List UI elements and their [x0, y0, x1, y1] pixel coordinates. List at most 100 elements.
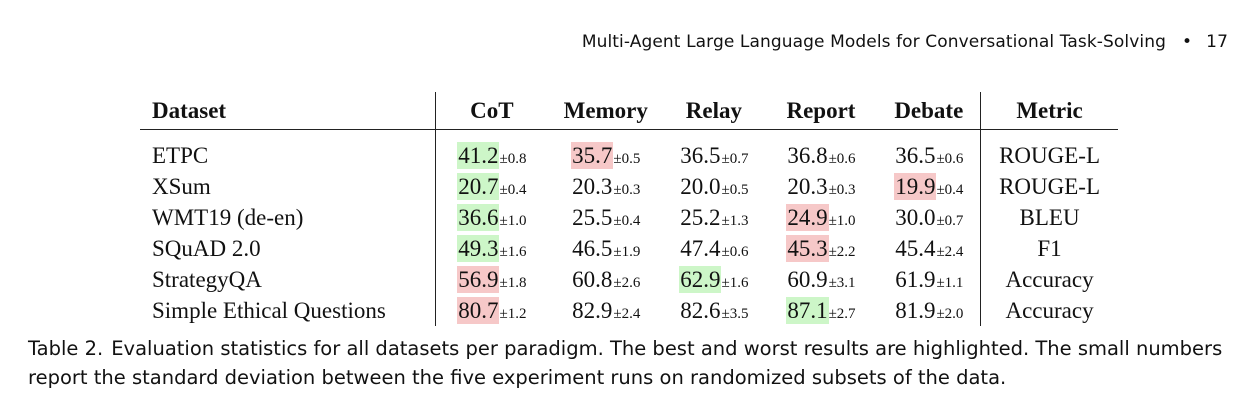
metric-cell: F1: [1037, 235, 1062, 261]
caption-text: Evaluation statistics for all datasets p…: [28, 337, 1223, 389]
metric-cell: Accuracy: [1005, 297, 1094, 323]
result-value: 45.4: [895, 236, 936, 261]
result-cell: 60.8±2.6: [548, 264, 663, 295]
result-cell: 45.4±2.4: [877, 233, 982, 264]
column-header-cot: CoT: [435, 92, 549, 130]
result-cell: 25.2±1.3: [663, 202, 764, 233]
metric-cell: BLEU: [1019, 204, 1080, 230]
std-deviation: ±1.0: [828, 213, 856, 229]
page-number: 17: [1206, 32, 1228, 52]
std-deviation: ±0.6: [936, 151, 964, 167]
result-cell: 82.6±3.5: [663, 295, 764, 326]
result-cell: 49.3±1.6: [435, 233, 548, 264]
table-header-row: Dataset CoT Memory Relay Report Debate M…: [140, 92, 1118, 130]
result-cell: 45.3±2.2: [764, 233, 877, 264]
result-value: 60.8: [572, 267, 613, 292]
std-deviation: ±1.1: [936, 275, 964, 291]
std-deviation: ±0.5: [721, 182, 749, 198]
header-bullet: •: [1182, 32, 1193, 52]
metric-cell: ROUGE-L: [999, 173, 1100, 199]
result-cell: 25.5±0.4: [548, 202, 663, 233]
std-deviation: ±1.6: [721, 275, 749, 291]
result-cell: 20.7±0.4: [435, 171, 548, 202]
result-cell: 36.8±0.6: [764, 130, 877, 172]
running-title: Multi-Agent Large Language Models for Co…: [581, 32, 1167, 52]
column-header-relay: Relay: [663, 92, 765, 130]
result-value: 36.5: [895, 143, 936, 168]
worst-result-value: 80.7: [457, 297, 500, 324]
result-cell: 20.3±0.3: [548, 171, 663, 202]
result-value: 47.4: [680, 236, 721, 261]
result-cell: 46.5±1.9: [548, 233, 663, 264]
best-result-value: 49.3: [457, 235, 500, 262]
caption-label: Table 2.: [28, 337, 104, 360]
running-header: Multi-Agent Large Language Models for Co…: [582, 32, 1228, 52]
std-deviation: ±0.8: [499, 151, 527, 167]
std-deviation: ±3.5: [721, 306, 749, 322]
std-deviation: ±0.6: [828, 151, 856, 167]
column-header-memory: Memory: [548, 92, 664, 130]
std-deviation: ±0.7: [721, 151, 749, 167]
result-value: 36.5: [680, 143, 721, 168]
result-cell: 24.9±1.0: [764, 202, 877, 233]
dataset-name-cell: ETPC: [140, 129, 436, 171]
result-cell: 19.9±0.4: [877, 171, 982, 202]
std-deviation: ±0.4: [936, 182, 964, 198]
std-deviation: ±1.8: [499, 275, 527, 291]
result-cell: 87.1±2.7: [764, 295, 877, 326]
result-cell: 47.4±0.6: [663, 233, 764, 264]
std-deviation: ±0.7: [936, 213, 964, 229]
result-cell: 56.9±1.8: [435, 264, 548, 295]
best-result-value: 62.9: [679, 266, 722, 293]
result-cell: 82.9±2.4: [548, 295, 663, 326]
result-value: 81.9: [895, 298, 936, 323]
metric-cell: ROUGE-L: [999, 142, 1100, 168]
std-deviation: ±2.0: [936, 306, 964, 322]
result-cell: 60.9±3.1: [764, 264, 877, 295]
result-value: 30.0: [895, 205, 936, 230]
metric-cell: Accuracy: [1005, 266, 1094, 292]
result-cell: 20.3±0.3: [764, 171, 877, 202]
std-deviation: ±2.4: [936, 244, 964, 260]
result-cell: 61.9±1.1: [877, 264, 982, 295]
table-row: WMT19 (de-en) 36.6±1.0 25.5±0.4 25.2±1.3 24.…: [140, 202, 1118, 233]
result-cell: 20.0±0.5: [663, 171, 764, 202]
std-deviation: ±2.6: [613, 275, 641, 291]
best-result-value: 36.6: [457, 204, 500, 231]
dataset-name-cell: XSum: [140, 171, 436, 202]
table-row: StrategyQA 56.9±1.8 60.8±2.6 62.9±1.6 60.9±3…: [140, 264, 1118, 295]
result-cell: 81.9±2.0: [877, 295, 982, 326]
table-body: ETPC 41.2±0.8 35.7±0.5 36.5±0.7 36.8±0.6 36.5…: [140, 129, 1118, 326]
worst-result-value: 19.9: [894, 173, 937, 200]
worst-result-value: 24.9: [786, 204, 829, 231]
std-deviation: ±0.4: [499, 182, 527, 198]
result-value: 20.0: [680, 174, 721, 199]
dataset-name-cell: WMT19 (de-en): [140, 202, 436, 233]
std-deviation: ±1.3: [721, 213, 749, 229]
result-cell: 62.9±1.6: [663, 264, 764, 295]
result-value: 25.2: [680, 205, 721, 230]
table-row: ETPC 41.2±0.8 35.7±0.5 36.5±0.7 36.8±0.6 36.5…: [140, 129, 1118, 172]
result-value: 20.3: [787, 174, 828, 199]
result-value: 60.9: [787, 267, 828, 292]
std-deviation: ±0.3: [613, 182, 641, 198]
table-row: SQuAD 2.0 49.3±1.6 46.5±1.9 47.4±0.6 45.3±2.…: [140, 233, 1118, 264]
std-deviation: ±0.5: [613, 151, 641, 167]
result-value: 36.8: [787, 143, 828, 168]
result-value: 20.3: [572, 174, 613, 199]
std-deviation: ±0.4: [613, 213, 641, 229]
result-cell: 80.7±1.2: [435, 295, 548, 326]
results-table: Dataset CoT Memory Relay Report Debate M…: [140, 92, 1118, 326]
std-deviation: ±0.6: [721, 244, 749, 260]
column-header-metric: Metric: [980, 92, 1118, 130]
table-row: Simple Ethical Questions 80.7±1.2 82.9±2.4…: [140, 295, 1118, 326]
best-result-value: 87.1: [786, 297, 829, 324]
table-caption: Table 2. Evaluation statistics for all da…: [28, 334, 1238, 392]
result-cell: 35.7±0.5: [548, 130, 663, 172]
column-header-dataset: Dataset: [140, 92, 436, 130]
worst-result-value: 45.3: [786, 235, 829, 262]
result-value: 82.9: [572, 298, 613, 323]
result-cell: 36.5±0.6: [877, 129, 982, 171]
dataset-name-cell: Simple Ethical Questions: [140, 295, 436, 326]
worst-result-value: 56.9: [457, 266, 500, 293]
